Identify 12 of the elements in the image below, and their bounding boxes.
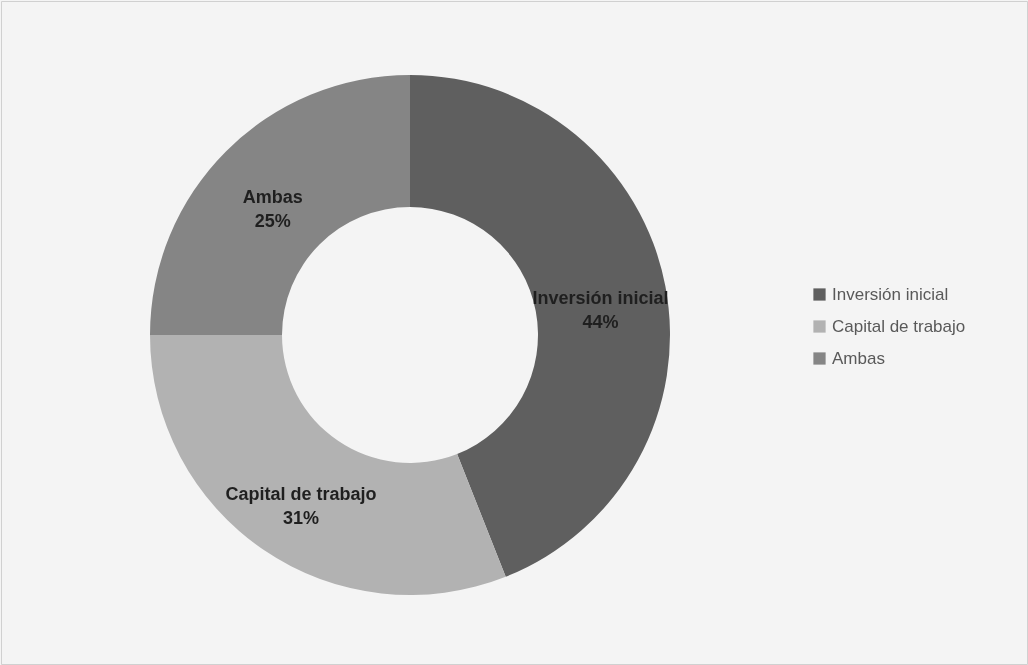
legend-label: Inversión inicial [832,284,949,304]
donut-slice [150,335,506,595]
data-label: 25% [254,210,291,231]
legend-label: Ambas [832,348,885,368]
slice-label: Capital de trabajo [225,484,377,505]
donut-slice [410,75,670,577]
slice-label: Ambas [242,186,303,207]
slice-label: Inversión inicial [532,287,669,308]
legend-label: Capital de trabajo [832,316,966,336]
data-label: 31% [282,508,319,529]
data-label: 44% [582,311,619,332]
donut-slice [150,75,410,335]
